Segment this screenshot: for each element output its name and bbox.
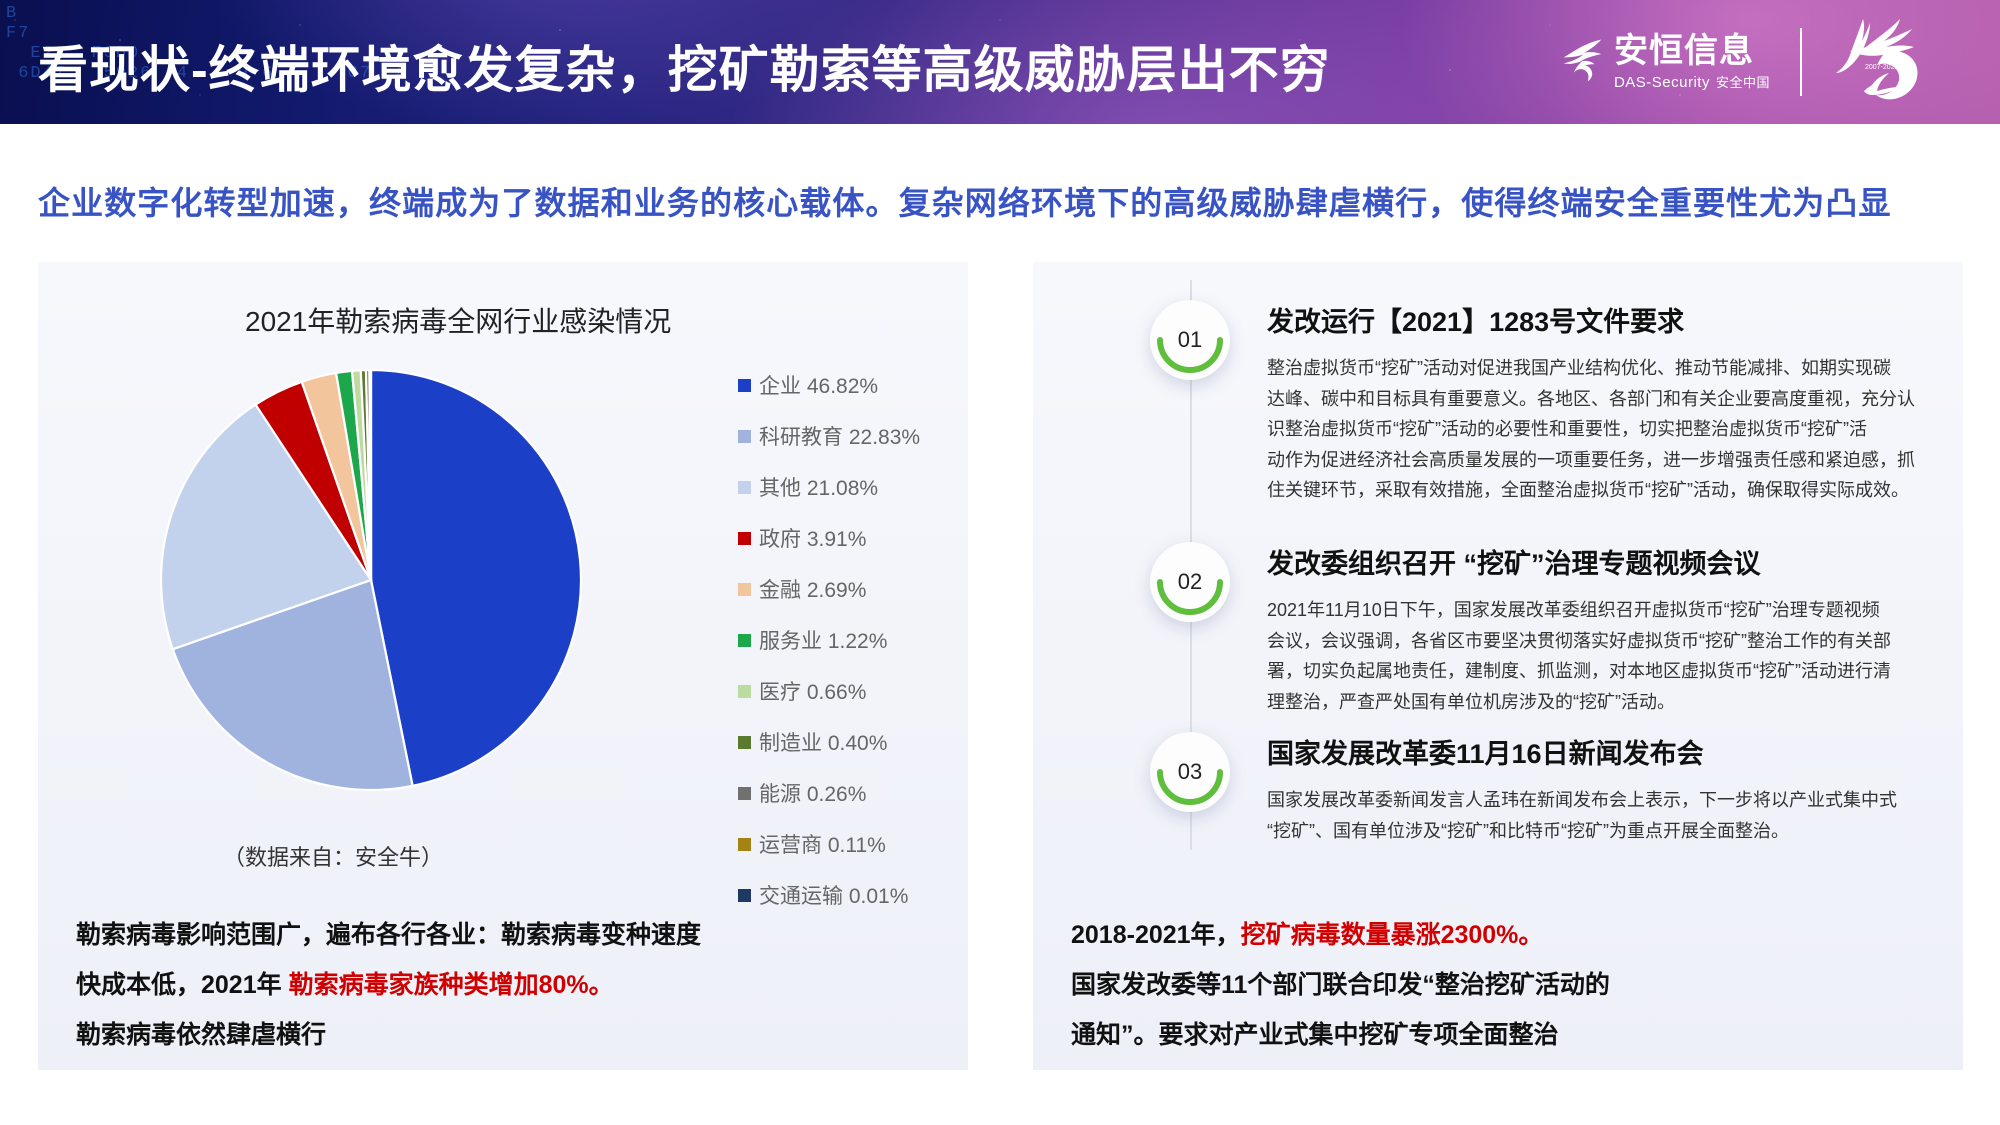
svg-text:2007-2022: 2007-2022: [1865, 64, 1899, 71]
